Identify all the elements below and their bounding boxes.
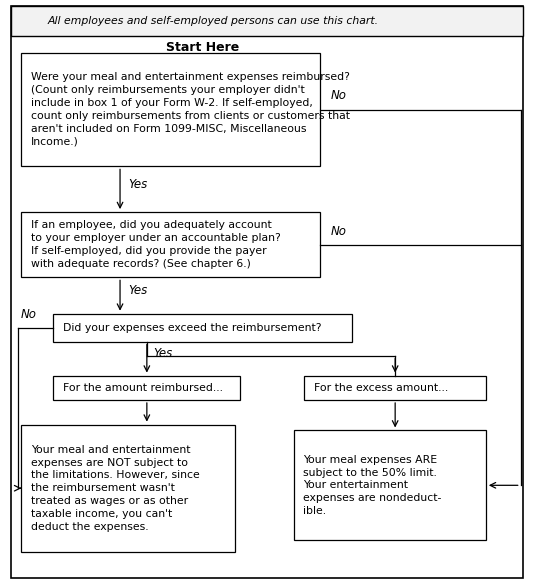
Text: Your meal and entertainment
expenses are NOT subject to
the limitations. However: Your meal and entertainment expenses are… (31, 445, 200, 531)
Text: Yes: Yes (128, 178, 147, 191)
Text: For the amount reimbursed...: For the amount reimbursed... (63, 383, 223, 393)
Text: Were your meal and entertainment expenses reimbursed?
(Count only reimbursements: Were your meal and entertainment expense… (31, 72, 350, 147)
Bar (21, 53, 320, 166)
Text: If an employee, did you adequately account
to your employer under an accountable: If an employee, did you adequately accou… (31, 221, 281, 269)
Bar (53, 376, 240, 400)
Bar (53, 314, 352, 342)
Text: No: No (331, 89, 347, 103)
Text: No: No (331, 225, 347, 238)
Bar (21, 425, 235, 552)
Text: For the excess amount...: For the excess amount... (314, 383, 448, 393)
Text: Yes: Yes (128, 284, 147, 297)
Text: No: No (20, 308, 36, 321)
Text: Start Here: Start Here (166, 41, 240, 54)
Bar (11, 6, 523, 36)
Text: Your meal expenses ARE
subject to the 50% limit.
Your entertainment
expenses are: Your meal expenses ARE subject to the 50… (303, 455, 442, 516)
Text: Did your expenses exceed the reimbursement?: Did your expenses exceed the reimburseme… (63, 322, 321, 333)
Text: All employees and self-employed persons can use this chart.: All employees and self-employed persons … (48, 16, 379, 26)
Text: Yes: Yes (153, 347, 172, 360)
Bar (21, 212, 320, 277)
Bar (304, 376, 486, 400)
Bar (294, 430, 486, 540)
